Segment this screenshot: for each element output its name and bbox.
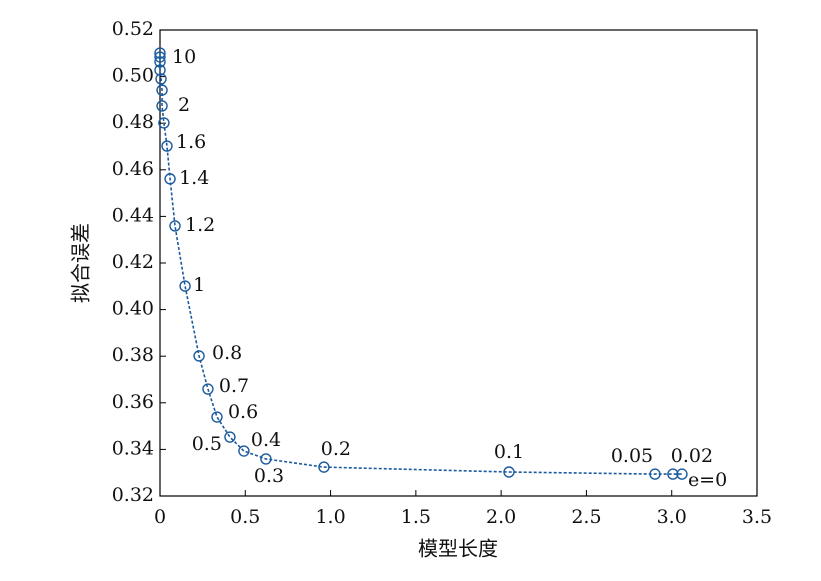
x-tick-label: 2.5 (571, 506, 601, 528)
x-tick-label: 0.5 (230, 506, 260, 528)
data-point (154, 51, 166, 63)
plot-frame (159, 29, 758, 497)
x-tick-label: 3.5 (742, 506, 772, 528)
data-point (238, 445, 250, 457)
y-tick-label: 0.44 (112, 204, 154, 226)
data-point (260, 453, 272, 465)
y-tick-label: 0.48 (112, 111, 154, 133)
data-point (649, 468, 661, 480)
point-label: 0.8 (212, 342, 242, 364)
y-tick-label: 0.42 (112, 251, 154, 273)
data-point (202, 383, 214, 395)
point-label: 0.02 (671, 445, 713, 467)
point-label: 0.6 (228, 401, 258, 423)
point-label: e=0 (688, 469, 727, 491)
point-label: 2 (178, 94, 190, 116)
x-axis-title: 模型长度 (418, 537, 498, 561)
point-label: 0.2 (321, 438, 351, 460)
point-label: 0.4 (251, 429, 281, 451)
data-line (159, 53, 682, 475)
point-label: 1.6 (176, 131, 206, 153)
data-point (211, 411, 223, 423)
point-label: 10 (172, 46, 196, 68)
data-point (503, 466, 515, 478)
point-label: 0.3 (254, 465, 284, 487)
x-tick-label: 2.0 (486, 506, 516, 528)
y-tick-label: 0.32 (112, 484, 154, 506)
data-point (156, 100, 168, 112)
data-point (667, 468, 679, 480)
data-point (169, 220, 181, 232)
x-tick-label: 3.0 (657, 506, 687, 528)
data-point (156, 84, 168, 96)
y-axis-title: 拟合误差 (69, 223, 93, 303)
data-point (676, 468, 688, 480)
y-tick-label: 0.40 (112, 298, 154, 320)
data-point (154, 56, 166, 68)
y-tick-label: 0.38 (112, 344, 154, 366)
data-point (161, 140, 173, 152)
point-label: 1 (193, 274, 205, 296)
data-point (158, 117, 170, 129)
y-tick-label: 0.46 (112, 158, 154, 180)
data-point (179, 280, 191, 292)
data-point (193, 350, 205, 362)
y-tick-label: 0.50 (112, 65, 154, 87)
point-label: 0.1 (494, 441, 524, 463)
point-label: 0.7 (219, 375, 249, 397)
y-tick-label: 0.52 (112, 18, 154, 40)
x-tick-label: 0 (154, 506, 166, 528)
data-point (224, 431, 236, 443)
data-point (154, 47, 166, 59)
y-tick-label: 0.36 (112, 391, 154, 413)
data-point (164, 173, 176, 185)
point-label: 1.4 (179, 167, 209, 189)
point-label: 1.2 (185, 214, 215, 236)
data-point (318, 461, 330, 473)
y-tick-label: 0.34 (112, 437, 154, 459)
data-point (154, 64, 166, 76)
point-label: 0.05 (611, 445, 653, 467)
point-label: 0.5 (192, 433, 222, 455)
x-tick-label: 1.0 (315, 506, 345, 528)
x-tick-label: 1.5 (401, 506, 431, 528)
data-point (155, 73, 167, 85)
